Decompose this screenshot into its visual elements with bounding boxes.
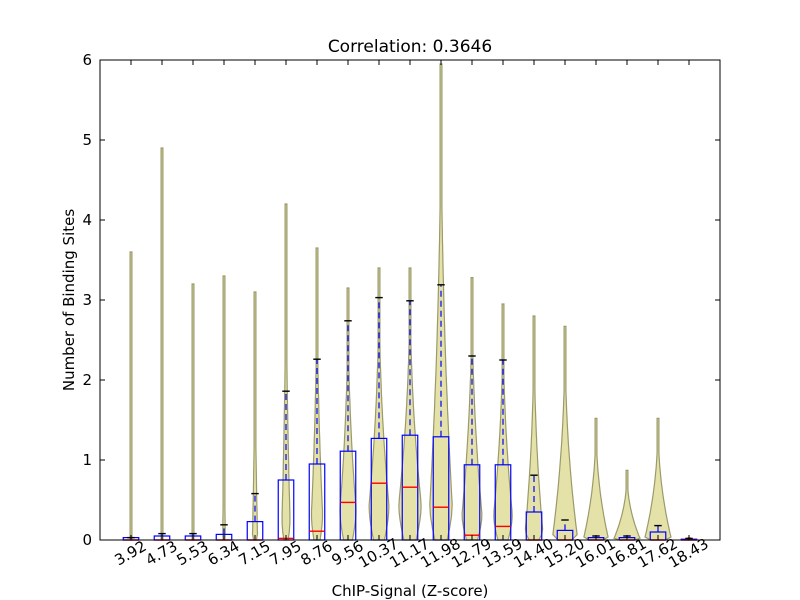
violin-4 [222, 275, 226, 541]
y-axis: 0 1 2 3 4 5 6 [82, 51, 720, 549]
violin-8 [339, 287, 357, 541]
y-tick-label: 4 [82, 211, 92, 229]
y-tick-label: 0 [82, 531, 92, 549]
x-axis-label: ChIP-Signal (Z-score) [332, 582, 489, 600]
y-tick-label: 3 [82, 291, 92, 309]
violin-3 [191, 283, 195, 541]
y-axis-label: Number of Binding Sites [60, 209, 78, 391]
violin-17 [613, 469, 641, 541]
plot-area [122, 63, 698, 541]
violin-2 [160, 147, 164, 541]
violin-6 [281, 203, 291, 541]
violin-18 [644, 417, 672, 541]
y-tick-label: 1 [82, 451, 92, 469]
y-tick-label: 6 [82, 51, 92, 69]
violin-1 [129, 251, 133, 541]
y-tick-label: 2 [82, 371, 92, 389]
violin-15 [552, 325, 578, 541]
y-tick-label: 5 [82, 131, 92, 149]
violin-16 [583, 417, 609, 541]
violin-14 [524, 315, 544, 541]
chart-title: Correlation: 0.3646 [328, 37, 492, 57]
violin-5 [251, 291, 259, 541]
